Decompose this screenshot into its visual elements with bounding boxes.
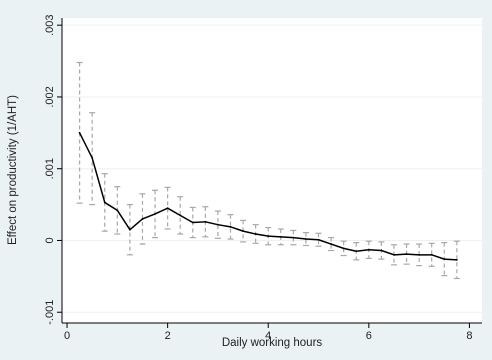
- data-point: [367, 248, 370, 251]
- data-point: [355, 250, 358, 253]
- data-point: [279, 235, 282, 238]
- y-tick-label: .003: [44, 14, 56, 35]
- x-ticks: 0 2 4 6 8: [64, 323, 472, 342]
- ci-bar: [428, 242, 435, 267]
- y-axis-title: Effect on productivity (1/AHT): [7, 95, 19, 245]
- x-tick-label: 4: [265, 330, 271, 342]
- data-point: [342, 247, 345, 250]
- ci-bar: [214, 210, 221, 239]
- data-point: [217, 223, 219, 226]
- ci-bar: [139, 193, 146, 245]
- data-point: [91, 157, 94, 159]
- data-point: [393, 253, 395, 256]
- ci-bar: [315, 232, 322, 247]
- data-point: [78, 131, 81, 134]
- data-point: [229, 225, 232, 228]
- data-point: [430, 253, 433, 256]
- data-point: [455, 258, 458, 261]
- data-point: [443, 258, 446, 261]
- ci-bar: [177, 196, 184, 235]
- data-point: [179, 214, 182, 217]
- y-tick-label: 0: [44, 237, 56, 243]
- data-point: [154, 213, 156, 215]
- data-point: [103, 201, 106, 204]
- data-point: [330, 243, 333, 245]
- gridlines: [62, 24, 482, 313]
- ci-bar: [126, 203, 133, 256]
- data-point: [204, 220, 207, 223]
- data-point: [267, 235, 270, 238]
- data-point: [380, 249, 383, 252]
- y-tick-label: .002: [44, 86, 56, 107]
- x-axis-title: Daily working hours: [222, 337, 323, 349]
- data-point: [254, 233, 257, 235]
- ci-bar: [227, 214, 234, 240]
- plot-area: [62, 18, 482, 323]
- data-point: [191, 221, 194, 224]
- data-point: [166, 207, 169, 210]
- data-point: [141, 218, 144, 220]
- x-tick-label: 2: [165, 330, 171, 342]
- data-point: [418, 253, 421, 256]
- x-tick-label: 0: [64, 330, 70, 342]
- series-lines: [78, 131, 458, 261]
- data-point: [242, 230, 244, 233]
- data-point: [405, 253, 408, 256]
- data-point: [116, 209, 119, 212]
- y-tick-label: .001: [44, 158, 56, 179]
- y-ticks: -.001 0 .001 .002 .003: [44, 14, 62, 325]
- ci-bar: [302, 231, 309, 247]
- ci-bar: [164, 186, 171, 230]
- data-point: [292, 236, 295, 239]
- axes: [61, 18, 482, 324]
- data-point: [129, 228, 131, 231]
- data-point: [305, 238, 307, 240]
- x-tick-label: 6: [366, 330, 372, 342]
- data-point: [317, 238, 320, 241]
- y-tick-label: -.001: [44, 300, 56, 325]
- x-tick-label: 8: [466, 330, 472, 342]
- ci-bar: [328, 237, 335, 252]
- ci-bar: [453, 240, 460, 280]
